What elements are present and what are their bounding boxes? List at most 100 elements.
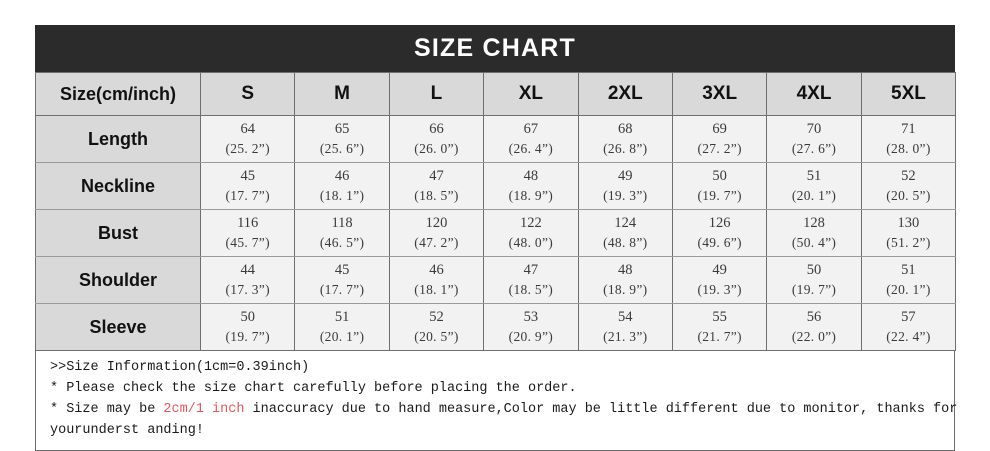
note-line-4: yourunderst anding! [50, 422, 204, 438]
cell-shoulder-xl: 47 (18. 5”) [483, 256, 579, 304]
cell-bust-xl: 122 (48. 0”) [483, 209, 579, 257]
cell-value-inch: (20. 5”) [886, 187, 931, 203]
cell-value-inch: (51. 2”) [886, 234, 931, 250]
cell-neckline-xl: 48 (18. 9”) [483, 162, 579, 210]
cell-value-inch: (18. 5”) [508, 281, 554, 297]
cell-value-cm: 118 [331, 215, 353, 232]
row-label-shoulder: Shoulder [35, 256, 201, 304]
note-line-3: * Size may be 2cm/1 inch inaccuracy due … [50, 400, 958, 421]
cell-value-cm: 51 [334, 309, 350, 326]
cell-value-cm: 46 [334, 168, 350, 185]
cell-bust-5xl: 130 (51. 2”) [861, 209, 957, 257]
cell-value-cm: 50 [806, 262, 822, 279]
cell-value-cm: 47 [429, 168, 444, 185]
cell-value-inch: (19. 7”) [697, 187, 742, 203]
column-header-3xl: 3XL [672, 72, 768, 116]
cell-value-cm: 124 [614, 215, 637, 232]
cell-value-cm: 57 [901, 309, 916, 326]
cell-value-cm: 49 [712, 262, 727, 279]
note-line-3-prefix: * Size may be [50, 401, 164, 417]
cell-length-2xl: 68 (26. 8”) [578, 115, 673, 163]
cell-value-inch: (17. 3”) [225, 281, 270, 297]
table-row: Bust 116 (45. 7”) 118 (46. 5”) 120 (47. 2”) 122… [35, 209, 957, 257]
cell-value-inch: (28. 0”) [886, 140, 931, 156]
cell-neckline-m: 46 (18. 1”) [294, 162, 390, 210]
cell-neckline-2xl: 49 (19. 3”) [578, 162, 673, 210]
page-title: SIZE CHART [414, 34, 576, 62]
row-label-neckline: Neckline [35, 162, 201, 210]
size-chart-container: SIZE CHART Size(cm/inch) S M L XL 2XL 3XL 4XL 5X… [35, 25, 958, 451]
table-corner-label: Size(cm/inch) [35, 72, 201, 116]
cell-value-inch: (19. 7”) [225, 328, 270, 344]
table-row: Sleeve 50 (19. 7”) 51 (20. 1”) 52 (20. 5”) 53 (2… [35, 303, 957, 351]
cell-value-cm: 49 [618, 168, 633, 185]
cell-value-cm: 55 [712, 309, 727, 326]
cell-value-inch: (21. 3”) [603, 328, 648, 344]
cell-value-inch: (26. 0”) [414, 140, 459, 156]
cell-value-inch: (26. 8”) [603, 140, 648, 156]
cell-sleeve-l: 52 (20. 5”) [389, 303, 485, 351]
row-label-length: Length [35, 115, 201, 163]
cell-value-inch: (47. 2”) [414, 234, 459, 250]
cell-value-inch: (18. 9”) [603, 281, 648, 297]
cell-value-cm: 69 [712, 121, 727, 138]
cell-sleeve-2xl: 54 (21. 3”) [578, 303, 673, 351]
cell-value-cm: 45 [334, 262, 350, 279]
cell-neckline-3xl: 50 (19. 7”) [672, 162, 768, 210]
cell-value-cm: 126 [708, 215, 731, 232]
cell-value-inch: (27. 6”) [791, 140, 837, 156]
cell-length-s: 64 (25. 2”) [200, 115, 296, 163]
cell-bust-4xl: 128 (50. 4”) [766, 209, 862, 257]
cell-bust-2xl: 124 (48. 8”) [578, 209, 673, 257]
cell-value-cm: 44 [240, 262, 255, 279]
cell-shoulder-2xl: 48 (18. 9”) [578, 256, 673, 304]
cell-value-inch: (18. 9”) [508, 187, 554, 203]
row-label-bust: Bust [35, 209, 201, 257]
column-header-5xl: 5XL [861, 72, 957, 116]
cell-value-cm: 122 [519, 215, 542, 232]
cell-value-inch: (48. 8”) [603, 234, 648, 250]
cell-value-cm: 45 [240, 168, 255, 185]
note-tolerance-highlight: 2cm/1 inch [163, 401, 245, 417]
cell-value-inch: (19. 3”) [603, 187, 648, 203]
cell-value-inch: (17. 7”) [225, 187, 270, 203]
cell-value-inch: (22. 4”) [886, 328, 931, 344]
cell-neckline-l: 47 (18. 5”) [389, 162, 485, 210]
cell-value-cm: 50 [712, 168, 727, 185]
column-header-xl: XL [483, 72, 579, 116]
cell-sleeve-xl: 53 (20. 9”) [483, 303, 579, 351]
cell-sleeve-s: 50 (19. 7”) [200, 303, 296, 351]
cell-sleeve-3xl: 55 (21. 7”) [672, 303, 768, 351]
column-header-s: S [200, 72, 296, 116]
cell-shoulder-s: 44 (17. 3”) [200, 256, 296, 304]
cell-value-inch: (19. 7”) [791, 281, 837, 297]
cell-length-m: 65 (25. 6”) [294, 115, 390, 163]
cell-value-cm: 53 [523, 309, 539, 326]
note-line-3-suffix: inaccuracy due to hand measure,Color may… [244, 401, 958, 417]
cell-value-inch: (22. 0”) [791, 328, 837, 344]
note-line-1: >>Size Information(1cm=0.39inch) [50, 360, 310, 375]
cell-value-cm: 130 [897, 215, 920, 232]
cell-value-cm: 48 [523, 168, 539, 185]
cell-value-inch: (20. 1”) [791, 187, 837, 203]
cell-sleeve-4xl: 56 (22. 0”) [766, 303, 862, 351]
table-row: Neckline 45 (17. 7”) 46 (18. 1”) 47 (18. 5”) 48… [35, 162, 957, 210]
cell-sleeve-m: 51 (20. 1”) [294, 303, 390, 351]
table-row: Length 64 (25. 2”) 65 (25. 6”) 66 (26. 0”) 67 (2… [35, 115, 957, 163]
cell-length-4xl: 70 (27. 6”) [766, 115, 862, 163]
cell-value-inch: (18. 5”) [414, 187, 459, 203]
cell-bust-m: 118 (46. 5”) [294, 209, 390, 257]
cell-length-xl: 67 (26. 4”) [483, 115, 579, 163]
cell-bust-3xl: 126 (49. 6”) [672, 209, 768, 257]
cell-value-inch: (19. 3”) [697, 281, 742, 297]
size-chart-table: Size(cm/inch) S M L XL 2XL 3XL 4XL 5XL Length 64 (2… [35, 72, 957, 351]
cell-value-cm: 46 [429, 262, 444, 279]
cell-value-cm: 68 [618, 121, 633, 138]
cell-neckline-s: 45 (17. 7”) [200, 162, 296, 210]
cell-value-inch: (48. 0”) [508, 234, 554, 250]
cell-neckline-5xl: 52 (20. 5”) [861, 162, 957, 210]
cell-shoulder-l: 46 (18. 1”) [389, 256, 485, 304]
cell-value-inch: (17. 7”) [319, 281, 365, 297]
cell-value-cm: 51 [806, 168, 822, 185]
cell-shoulder-5xl: 51 (20. 1”) [861, 256, 957, 304]
